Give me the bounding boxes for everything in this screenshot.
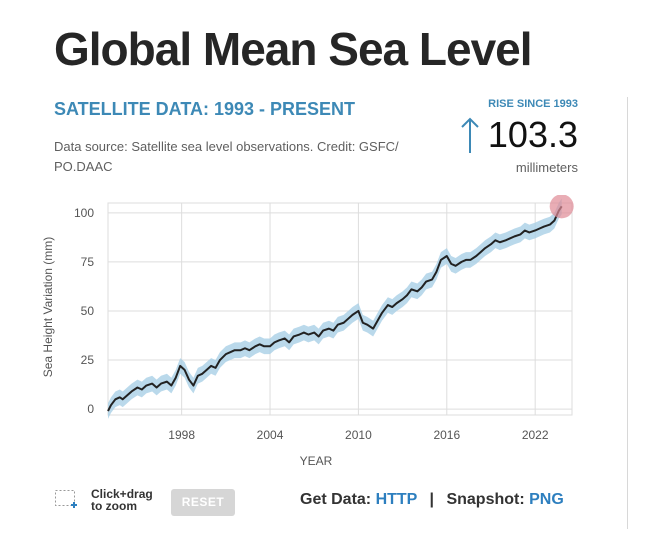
x-tick-label: 1998: [168, 428, 195, 442]
separator: |: [429, 491, 434, 508]
data-source-text: Data source: Satellite sea level observa…: [54, 139, 399, 174]
get-data-label: Get Data:: [300, 491, 372, 508]
rise-unit: millimeters: [515, 160, 578, 175]
png-link[interactable]: PNG: [529, 491, 564, 508]
x-tick-label: 2022: [522, 428, 549, 442]
up-arrow-icon: [461, 117, 479, 153]
uncertainty-band-layer: [108, 198, 562, 419]
y-tick-label: 0: [87, 402, 94, 416]
plot-frame: [107, 202, 573, 416]
latest-point-marker: [549, 195, 574, 219]
x-tick-label: 2010: [345, 428, 372, 442]
y-tick-label: 100: [74, 206, 94, 220]
y-axis-label: Sea Height Variation (mm): [41, 237, 55, 378]
zoom-hint-line2: to zoom: [91, 499, 137, 513]
rise-stat: 103.3: [460, 114, 578, 156]
x-tick-label: 2004: [257, 428, 284, 442]
zoom-icon: [55, 490, 77, 508]
y-tick-label: 25: [81, 353, 95, 367]
divider-line: [627, 97, 628, 529]
y-axis-ticks: 0 25 50 75 100: [74, 206, 94, 416]
uncertainty-band: [108, 198, 562, 419]
chart-subtitle: SATELLITE DATA: 1993 - PRESENT: [54, 99, 356, 119]
x-axis-ticks: 1998 2004 2010 2016 2022: [168, 428, 549, 442]
rise-label: RISE SINCE 1993: [488, 98, 578, 110]
x-axis-label: YEAR: [300, 454, 333, 468]
http-link[interactable]: HTTP: [375, 491, 418, 508]
sea-level-line: [107, 205, 563, 412]
page-title: Global Mean Sea Level: [54, 23, 533, 75]
get-data-bar: Get Data: HTTP | Snapshot: PNG: [300, 491, 564, 509]
zoom-hint-line1: Click+drag: [91, 487, 153, 501]
y-tick-label: 75: [81, 255, 95, 269]
y-tick-label: 50: [81, 304, 95, 318]
zoom-hint: Click+drag to zoom: [91, 488, 153, 512]
reset-button[interactable]: RESET: [171, 489, 235, 516]
x-tick-label: 2016: [433, 428, 460, 442]
chart-grid: [107, 202, 573, 416]
series-line-layer: [107, 195, 574, 412]
snapshot-label: Snapshot:: [446, 491, 525, 508]
rise-value: 103.3: [487, 114, 578, 155]
sea-level-chart[interactable]: 0 25 50 75 100 1998 2004 2010 2016 2022 Sea Heig…: [0, 195, 600, 475]
